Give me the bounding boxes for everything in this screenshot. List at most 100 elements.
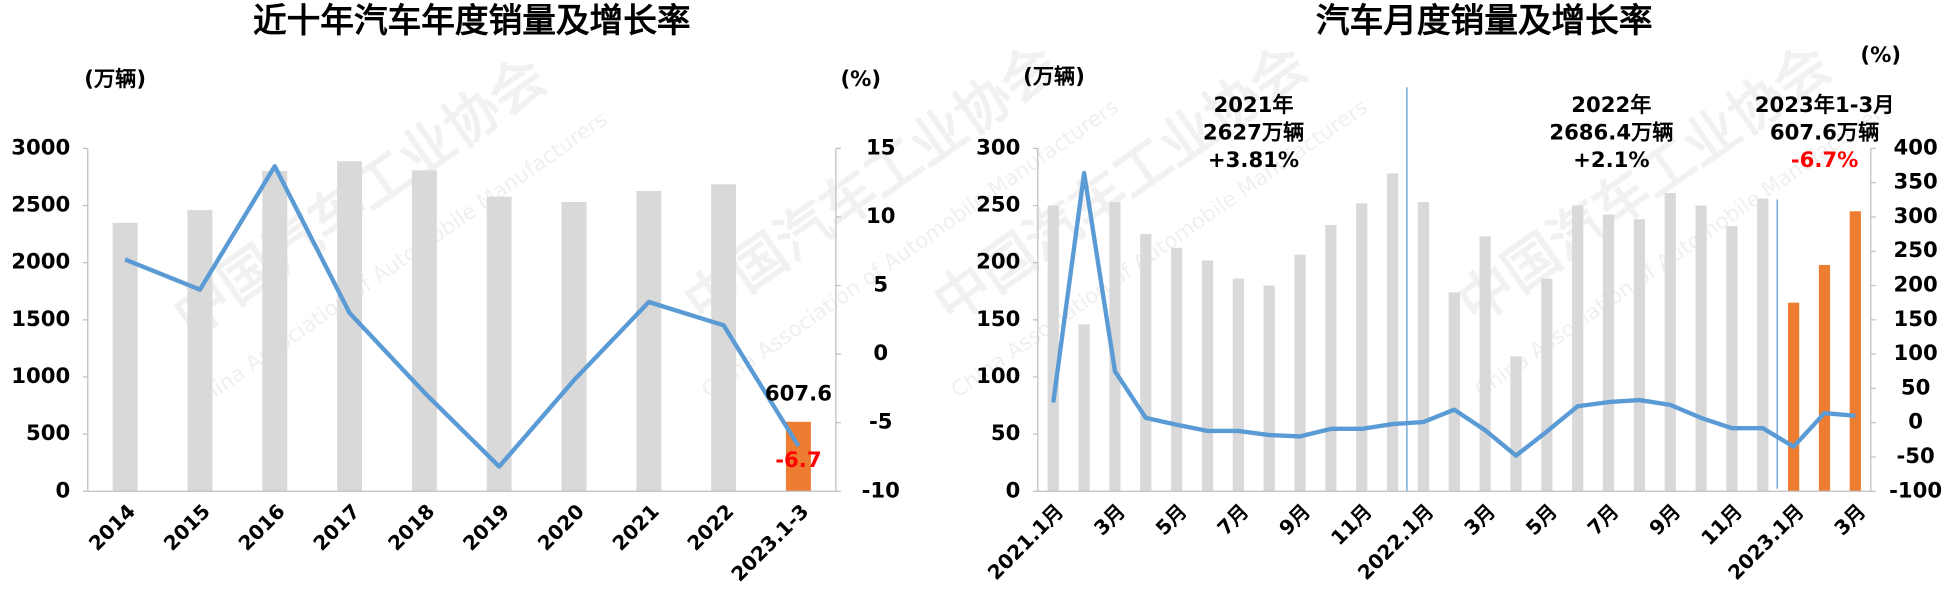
- y-tick-label: 250: [976, 192, 1020, 217]
- x-tick-label: 5月: [1521, 499, 1562, 540]
- annotation: 2021年: [1213, 92, 1293, 117]
- annotation: 2022年: [1571, 92, 1651, 117]
- bar: [1294, 254, 1306, 492]
- y2-tick-label: 5: [873, 272, 888, 297]
- bar: [1664, 192, 1676, 492]
- y-tick-label: 2500: [11, 192, 70, 217]
- y-tick-label: 2000: [11, 249, 70, 274]
- y2-tick-label: -5: [869, 409, 893, 434]
- bar: [1232, 278, 1244, 492]
- y-axis-unit: (万辆): [1023, 63, 1085, 88]
- annotation: 2023年1-3月: [1755, 92, 1895, 117]
- annotation: +2.1%: [1573, 147, 1650, 172]
- x-tick-label: 5月: [1151, 499, 1192, 540]
- x-tick-label: 2018: [383, 499, 439, 555]
- line: [1051, 170, 1856, 458]
- bar: [1078, 324, 1090, 492]
- y2-tick-label: 10: [866, 203, 896, 228]
- bar: [1140, 234, 1152, 492]
- bar: [1448, 292, 1460, 492]
- y2-axis-unit: (%): [1860, 42, 1901, 67]
- x-tick-label: 3月: [1089, 499, 1130, 540]
- y2-tick-label: 50: [1901, 374, 1931, 399]
- bar: [1510, 356, 1522, 492]
- y-tick-label: 500: [26, 420, 70, 445]
- bar: [1417, 202, 1430, 492]
- y2-tick-label: 15: [866, 134, 896, 159]
- y-tick-label: 300: [976, 134, 1020, 159]
- x-tick-label: 3月: [1829, 499, 1870, 540]
- y2-tick-label: 300: [1894, 203, 1938, 228]
- annotation: 607.6万辆: [1770, 119, 1879, 144]
- y-tick-label: 100: [976, 363, 1020, 388]
- y-tick-label: 50: [991, 420, 1021, 445]
- x-tick-label: 9月: [1644, 499, 1685, 540]
- line: [124, 164, 801, 469]
- y2-tick-label: 0: [873, 340, 888, 365]
- bar: [1109, 202, 1121, 492]
- y-tick-label: 150: [976, 306, 1020, 331]
- bar: [1479, 236, 1491, 492]
- bar: [486, 196, 512, 492]
- bar: [561, 201, 587, 492]
- x-tick-label: 7月: [1583, 499, 1624, 540]
- y2-tick-label: -50: [1896, 443, 1934, 468]
- x-tick-label: 11月: [1326, 499, 1377, 550]
- value-label: -6.7: [775, 447, 821, 472]
- x-tick-label: 2021: [608, 499, 664, 555]
- y2-tick-label: 400: [1894, 134, 1938, 159]
- annotation: -6.7%: [1791, 147, 1859, 172]
- x-tick-label: 9月: [1274, 499, 1315, 540]
- y-tick-label: 1500: [11, 306, 70, 331]
- bar: [1541, 278, 1553, 492]
- chart-title: 近十年汽车年度销量及增长率: [253, 1, 691, 40]
- y2-tick-label: 350: [1894, 169, 1938, 194]
- annotation: 2686.4万辆: [1549, 119, 1673, 144]
- x-tick-label: 2021.1月: [983, 499, 1068, 584]
- y-tick-label: 200: [976, 249, 1020, 274]
- x-tick-label: 7月: [1212, 499, 1253, 540]
- y2-tick-label: 0: [1908, 409, 1923, 434]
- bar: [1757, 198, 1769, 492]
- x-tick-label: 3月: [1459, 499, 1500, 540]
- y-tick-label: 1000: [11, 363, 70, 388]
- y2-tick-label: 150: [1894, 306, 1938, 331]
- bar: [1386, 173, 1399, 492]
- bar: [1572, 205, 1584, 492]
- bar: [1047, 205, 1059, 492]
- x-tick-label: 2015: [159, 499, 215, 555]
- x-tick-label: 2019: [458, 499, 514, 555]
- bar: [1726, 226, 1738, 492]
- annotation: +3.81%: [1208, 147, 1299, 172]
- x-tick-label: 2023.1-3: [726, 499, 813, 586]
- bar: [1695, 205, 1707, 492]
- bar: [1633, 219, 1645, 492]
- bar: [1849, 211, 1861, 492]
- y2-tick-label: 100: [1894, 340, 1938, 365]
- bar: [1263, 285, 1275, 492]
- bar: [1602, 214, 1615, 492]
- chart-title: 汽车月度销量及增长率: [1316, 1, 1653, 40]
- y2-tick-label: -100: [1889, 477, 1942, 502]
- y2-tick-label: 250: [1894, 237, 1938, 262]
- x-tick-label: 2017: [308, 499, 364, 555]
- y2-tick-label: -10: [862, 477, 900, 502]
- bar: [1325, 224, 1337, 492]
- x-tick-label: 2014: [84, 499, 140, 555]
- x-tick-label: 2016: [233, 499, 289, 555]
- bar: [1356, 203, 1368, 492]
- x-tick-label: 11月: [1696, 499, 1747, 550]
- x-tick-label: 2022: [682, 499, 738, 555]
- bar: [262, 170, 288, 492]
- bar: [337, 161, 363, 492]
- y2-tick-label: 200: [1894, 272, 1938, 297]
- x-tick-label: 2020: [533, 499, 589, 555]
- bar: [187, 210, 213, 492]
- bar: [411, 170, 437, 492]
- y2-axis-unit: (%): [840, 66, 881, 91]
- y-axis-unit: (万辆): [84, 66, 146, 91]
- annotation: 2627万辆: [1203, 119, 1304, 144]
- bar: [112, 222, 138, 492]
- bar: [1171, 247, 1183, 492]
